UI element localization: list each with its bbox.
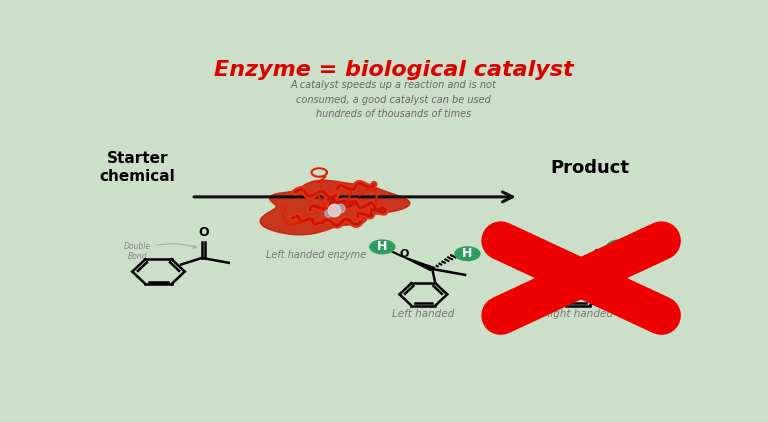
FancyArrowPatch shape <box>283 207 302 225</box>
Text: H: H <box>462 247 472 260</box>
Text: O: O <box>399 249 409 260</box>
Text: Product: Product <box>551 159 630 177</box>
Text: A catalyst speeds up a reaction and is not
consumed, a good catalyst can be used: A catalyst speeds up a reaction and is n… <box>290 80 497 119</box>
Text: Right handed: Right handed <box>543 309 613 319</box>
Text: H: H <box>614 241 624 253</box>
Text: O: O <box>592 249 602 260</box>
Point <box>334 205 346 211</box>
Circle shape <box>369 240 395 254</box>
Circle shape <box>455 247 480 260</box>
Text: Enzyme = biological catalyst: Enzyme = biological catalyst <box>214 60 574 80</box>
Polygon shape <box>402 256 434 271</box>
Polygon shape <box>260 180 410 235</box>
Text: H: H <box>377 241 388 253</box>
Circle shape <box>521 247 547 260</box>
Text: Left handed: Left handed <box>392 309 455 319</box>
FancyArrowPatch shape <box>317 191 351 216</box>
Text: O: O <box>198 227 209 239</box>
Text: H: H <box>529 247 539 260</box>
Point <box>328 206 340 213</box>
Circle shape <box>607 240 631 254</box>
FancyArrowPatch shape <box>360 188 376 204</box>
Polygon shape <box>568 256 600 271</box>
Text: Double
Bond: Double Bond <box>124 242 197 261</box>
Text: Left handed enzyme: Left handed enzyme <box>266 250 366 260</box>
Point <box>322 210 334 216</box>
Text: Starter
chemical: Starter chemical <box>100 151 176 184</box>
